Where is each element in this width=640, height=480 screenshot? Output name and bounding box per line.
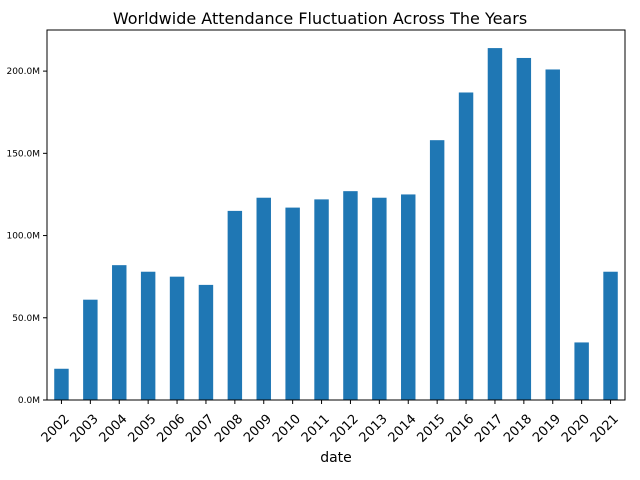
bar-2002 — [54, 368, 69, 400]
bar-2007 — [198, 284, 214, 400]
bar-2008 — [227, 210, 243, 400]
bar-2006 — [169, 276, 185, 400]
bar-2010 — [285, 207, 300, 400]
bar-2020 — [574, 342, 589, 400]
y-tick-label: 100.0M — [6, 232, 40, 242]
x-tick-label: 2006 — [154, 412, 188, 446]
y-tick-label: 150.0M — [6, 149, 40, 159]
x-tick-label: 2018 — [501, 412, 535, 446]
x-tick-label: 2009 — [241, 412, 275, 446]
x-tick-label: 2021 — [588, 412, 622, 446]
bar-2003 — [83, 299, 98, 400]
x-tick-label: 2011 — [299, 412, 333, 446]
x-tick-label: 2002 — [39, 412, 73, 446]
bar-2012 — [343, 191, 358, 400]
bar-2021 — [603, 271, 618, 400]
x-tick-label: 2013 — [357, 412, 391, 446]
bar-2011 — [314, 199, 329, 400]
bar-2019 — [545, 69, 560, 400]
bar-2018 — [516, 57, 532, 401]
x-tick-label: 2005 — [125, 412, 159, 446]
bar-2009 — [256, 197, 271, 400]
y-tick-label: 0.0M — [18, 396, 40, 406]
chart-title: Worldwide Attendance Fluctuation Across … — [113, 9, 527, 28]
x-tick-label: 2014 — [386, 412, 420, 446]
bar-2013 — [372, 197, 387, 400]
x-tick-label: 2012 — [328, 412, 362, 446]
bar-2015 — [429, 140, 445, 400]
bars-group — [54, 48, 618, 401]
x-tick-label: 2020 — [559, 412, 593, 446]
x-tick-label: 2019 — [530, 412, 564, 446]
x-tick-label: 2004 — [97, 412, 131, 446]
x-tick-label: 2003 — [68, 412, 102, 446]
x-tick-label: 2010 — [270, 412, 304, 446]
x-tick-label: 2008 — [212, 412, 246, 446]
bar-2005 — [140, 271, 156, 400]
x-tick-label: 2007 — [183, 412, 217, 446]
bar-2016 — [458, 92, 474, 401]
x-axis: 2002200320042005200620072008200920102011… — [39, 400, 622, 446]
y-tick-label: 200.0M — [6, 67, 40, 77]
x-axis-label: date — [320, 450, 352, 466]
y-axis: 0.0M 50.0M 100.0M 150.0M 200.0M — [6, 67, 47, 406]
y-tick-label: 50.0M — [12, 314, 40, 324]
x-tick-label: 2015 — [414, 412, 448, 446]
x-tick-label: 2016 — [443, 412, 477, 446]
x-tick-label: 2017 — [472, 412, 506, 446]
bar-2004 — [112, 265, 127, 400]
bar-2017 — [487, 48, 503, 401]
plot-frame — [46, 29, 626, 401]
bar-2014 — [401, 194, 416, 400]
